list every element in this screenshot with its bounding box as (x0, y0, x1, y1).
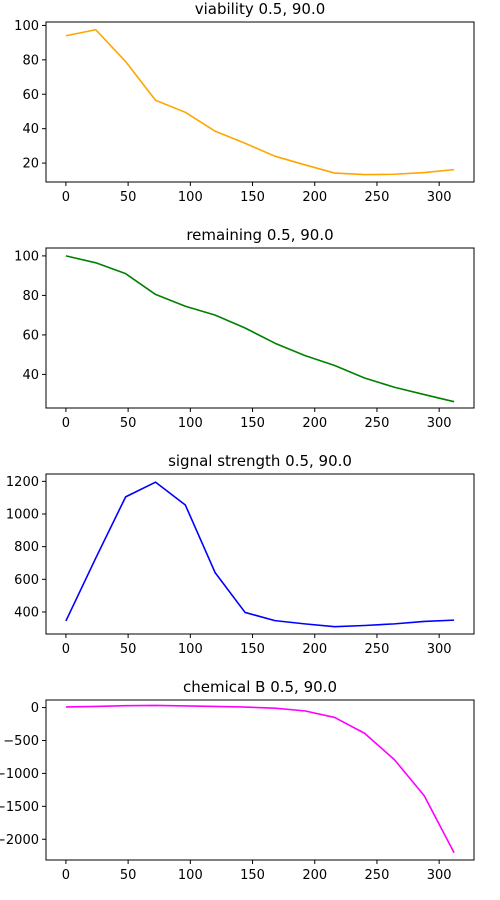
plot-frame (45, 473, 475, 635)
x-tick-label: 100 (178, 190, 203, 205)
x-tick-label: 50 (120, 868, 137, 883)
chart-title: remaining 0.5, 90.0 (186, 226, 333, 244)
chart-title: signal strength 0.5, 90.0 (168, 452, 352, 470)
x-tick-label: 100 (178, 416, 203, 431)
plot-frame (45, 699, 475, 861)
x-tick-label: 150 (240, 642, 265, 657)
x-tick-label: 150 (240, 868, 265, 883)
series-line (65, 255, 455, 403)
y-tick-label: −500 (3, 734, 39, 749)
x-tick-label: 250 (365, 642, 390, 657)
x-tick-label: 100 (178, 868, 203, 883)
x-tick-label: 250 (365, 868, 390, 883)
y-tick-label: 100 (14, 249, 39, 264)
chart-title: viability 0.5, 90.0 (195, 0, 326, 18)
x-tick-label: 200 (302, 190, 327, 205)
y-tick-label: 400 (14, 605, 39, 620)
y-tick-label: −1500 (0, 800, 39, 815)
plot-frame (45, 247, 475, 409)
x-tick-label: 150 (240, 416, 265, 431)
x-tick-label: 250 (365, 416, 390, 431)
x-tick-label: 50 (120, 190, 137, 205)
y-tick-label: 60 (22, 88, 39, 103)
y-tick-label: 60 (22, 328, 39, 343)
plot-frame (45, 21, 475, 183)
y-tick-label: −2000 (0, 833, 39, 848)
y-tick-label: 0 (31, 701, 39, 716)
x-tick-label: 200 (302, 416, 327, 431)
panel-viability: viability 0.5, 90.0 0 50 100 150 200 250 300 20… (14, 0, 475, 205)
x-tick-label: 300 (427, 642, 452, 657)
x-tick-label: 50 (120, 416, 137, 431)
x-tick-label: 200 (302, 642, 327, 657)
series-line (65, 704, 455, 854)
x-tick-label: 0 (62, 416, 70, 431)
y-tick-label: 1000 (6, 508, 39, 523)
panel-chemical-b: chemical B 0.5, 90.0 0 50 100 150 200 250 300 0… (0, 678, 475, 883)
y-tick-label: 80 (22, 53, 39, 68)
y-tick-label: 20 (22, 157, 39, 172)
panel-remaining: remaining 0.5, 90.0 0 50 100 150 200 250 300 40… (14, 226, 475, 431)
y-tick-label: 800 (14, 540, 39, 555)
x-tick-label: 50 (120, 642, 137, 657)
y-tick-label: 100 (14, 19, 39, 34)
x-tick-label: 250 (365, 190, 390, 205)
chart-title: chemical B 0.5, 90.0 (183, 678, 337, 696)
y-tick-label: 40 (22, 368, 39, 383)
y-tick-label: 80 (22, 289, 39, 304)
panel-signal-strength: signal strength 0.5, 90.0 0 50 100 150 200 25… (6, 452, 475, 657)
series-line (65, 481, 455, 628)
y-tick-label: 600 (14, 573, 39, 588)
y-tick-label: −1000 (0, 767, 39, 782)
x-tick-label: 300 (427, 190, 452, 205)
x-tick-label: 100 (178, 642, 203, 657)
y-tick-label: 40 (22, 122, 39, 137)
x-tick-label: 300 (427, 416, 452, 431)
x-tick-label: 300 (427, 868, 452, 883)
x-tick-label: 0 (62, 190, 70, 205)
series-line (65, 28, 455, 176)
x-tick-label: 0 (62, 868, 70, 883)
x-tick-label: 0 (62, 642, 70, 657)
x-tick-label: 200 (302, 868, 327, 883)
y-tick-label: 1200 (6, 475, 39, 490)
x-tick-label: 150 (240, 190, 265, 205)
